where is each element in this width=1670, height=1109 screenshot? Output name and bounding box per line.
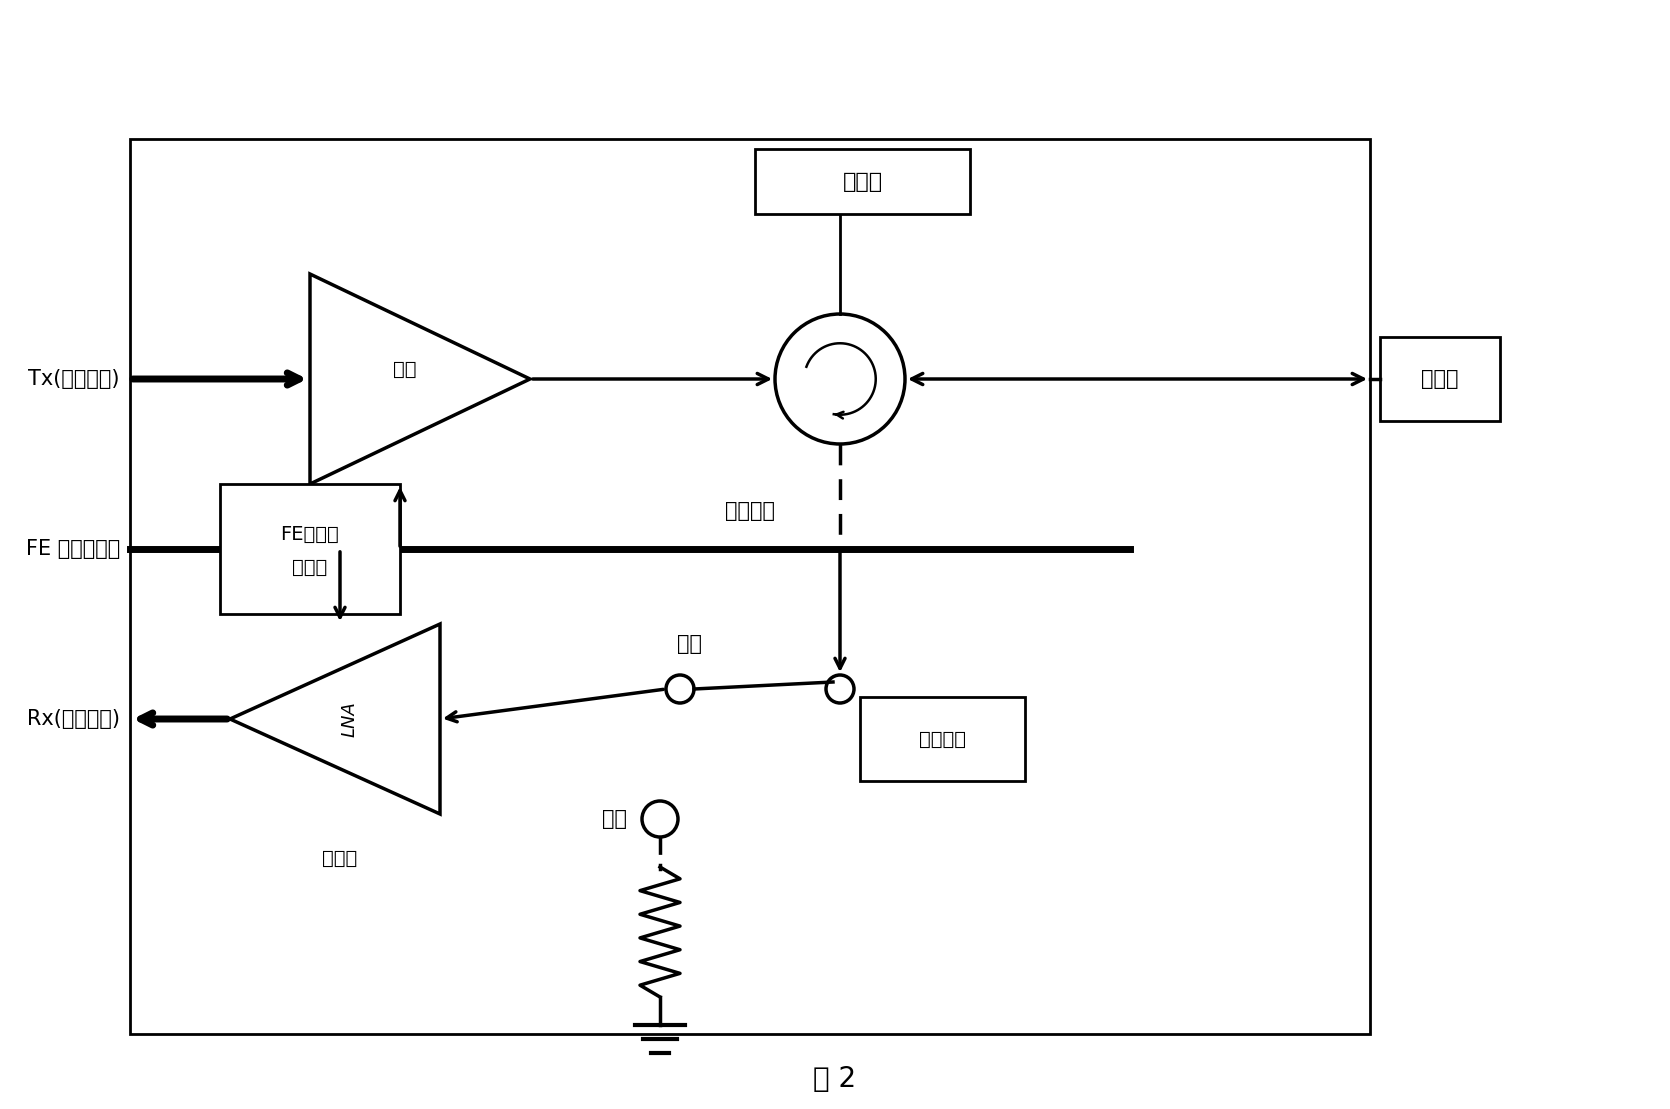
Text: FE 状态控制线: FE 状态控制线 (25, 539, 120, 559)
Text: Tx(下行输入): Tx(下行输入) (28, 369, 120, 389)
Text: FE状态控: FE状态控 (281, 525, 339, 543)
Text: 发送: 发送 (392, 359, 418, 378)
Text: 天线口: 天线口 (1421, 369, 1460, 389)
Text: 接受: 接受 (678, 634, 703, 654)
Text: 硬控制线: 硬控制线 (725, 501, 775, 521)
Bar (1379, 337, 1500, 421)
Text: 发射: 发射 (601, 808, 626, 830)
Text: Rx(上行输出): Rx(上行输出) (27, 709, 120, 729)
Text: 图 2: 图 2 (813, 1065, 857, 1093)
Text: 环行器: 环行器 (842, 172, 882, 192)
Text: 低噪放: 低噪放 (322, 849, 357, 868)
Bar (860, 696, 1025, 781)
Bar (220, 484, 401, 614)
Text: 射频开关: 射频开关 (919, 730, 965, 749)
Text: 制递辑: 制递辑 (292, 558, 327, 577)
Text: LNA: LNA (341, 701, 359, 737)
Bar (130, 139, 1369, 1034)
Bar (755, 149, 970, 214)
